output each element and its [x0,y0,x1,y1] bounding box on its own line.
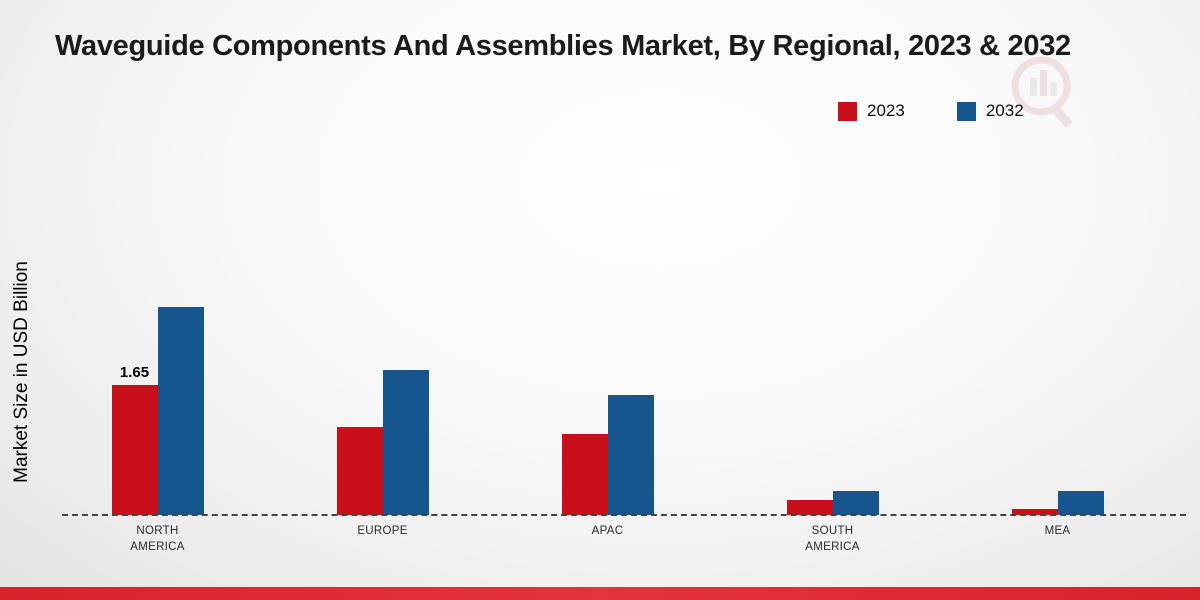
bar-group-south-america [720,491,945,515]
bar-group-apac [495,395,720,515]
bar-group-europe [270,370,495,515]
category-label-north-america: NORTH AMERICA [130,525,185,553]
bar-2032-north-america [157,307,204,515]
chart-legend: 2023 2032 [838,101,1024,121]
bar-2023-south-america [786,500,833,515]
footer-accent-band [0,587,1200,600]
bar-group-mea [945,491,1170,515]
bar-2023-europe [336,427,383,515]
chart-title: Waveguide Components And Assemblies Mark… [55,30,1071,62]
watermark-logo [1011,56,1073,128]
bar-2032-mea [1057,491,1104,515]
bar-2023-mea [1011,509,1058,515]
plot-area: 1.65 [45,245,1170,515]
category-label-south-america: SOUTH AMERICA [805,525,860,553]
category-label-mea: MEA [1044,525,1071,537]
legend-label-2032: 2032 [985,101,1024,120]
legend-item-2023: 2023 [838,101,905,121]
bar-group-north-america: 1.65 [45,307,270,515]
bar-2023-north-america: 1.65 [111,364,158,515]
category-label-europe: EUROPE [357,525,408,537]
x-axis-baseline [62,514,1186,516]
category-axis: NORTH AMERICA EUROPE APAC SOUTH AMERICA MEA [45,524,1170,555]
y-axis-label: Market Size in USD Billion [11,261,32,483]
bar-2032-south-america [832,491,879,515]
legend-swatch-2032 [956,101,976,121]
bar-2023-apac [561,434,608,515]
bar-2032-europe [382,370,429,515]
bar-2032-apac [607,395,654,515]
legend-swatch-2023 [838,101,857,121]
bar-value-label: 1.65 [119,364,150,381]
legend-item-2032: 2032 [956,101,1024,121]
legend-label-2023: 2023 [867,101,905,120]
category-label-apac: APAC [591,525,624,537]
